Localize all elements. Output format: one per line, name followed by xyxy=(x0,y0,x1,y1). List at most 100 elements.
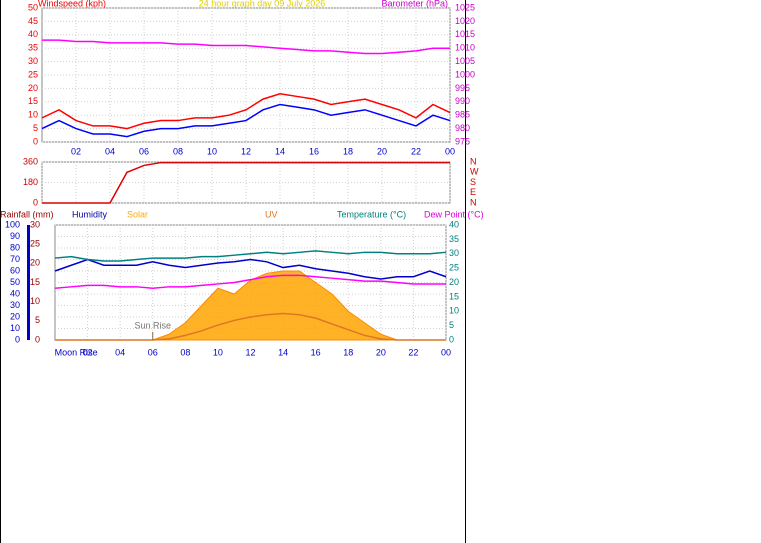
y-tick-label: 30 xyxy=(10,300,20,310)
series-label: Temperature (°C) xyxy=(337,209,406,219)
y2-tick-label: 20 xyxy=(449,277,459,287)
series-line xyxy=(54,250,447,262)
y3-tick-label: 20 xyxy=(30,258,40,268)
y2-tick-label: 1010 xyxy=(455,43,475,53)
y2-tick-label: 0 xyxy=(449,334,454,344)
y2-tick-label: 5 xyxy=(449,320,454,330)
series-line xyxy=(41,92,451,130)
y-tick-label: 20 xyxy=(28,83,38,93)
series-label: Rainfall (mm) xyxy=(0,209,54,219)
y3-tick-label: 0 xyxy=(35,334,40,344)
series-label: Dew Point (°C) xyxy=(424,209,484,219)
y-tick-label: 50 xyxy=(10,277,20,287)
x-tick-label: 10 xyxy=(207,146,217,156)
series-line xyxy=(42,39,450,55)
y-tick-label: 50 xyxy=(28,2,38,12)
annotation: Sun Rise xyxy=(134,320,171,330)
y2-tick-label: 1000 xyxy=(455,69,475,79)
y-tick-label: 10 xyxy=(28,110,38,120)
x-tick-label: 06 xyxy=(148,347,158,357)
series-line xyxy=(41,103,451,138)
x-tick-label: 20 xyxy=(377,146,387,156)
x-tick-label: 08 xyxy=(173,146,183,156)
y3-tick-label: 10 xyxy=(30,296,40,306)
y3-tick-label: 5 xyxy=(35,315,40,325)
y-tick-label: 360 xyxy=(23,156,38,166)
y2-tick-label: 995 xyxy=(455,83,470,93)
series-label: Solar xyxy=(127,209,148,219)
y-tick-label: 25 xyxy=(28,69,38,79)
x-tick-label: 02 xyxy=(71,146,81,156)
y2-axis-label: Barometer (hPa) xyxy=(381,0,448,8)
y2-tick-label: 35 xyxy=(449,234,459,244)
y-tick-label: 70 xyxy=(10,254,20,264)
x-tick-label: 04 xyxy=(115,347,125,357)
y2-tick-label: 985 xyxy=(455,110,470,120)
x-tick-label: 18 xyxy=(343,146,353,156)
y2-tick-label: S xyxy=(470,177,476,187)
y-tick-label: 30 xyxy=(28,56,38,66)
x-tick-label: 02 xyxy=(83,347,93,357)
x-tick-label: 00 xyxy=(445,146,455,156)
series-label: Humidity xyxy=(72,209,108,219)
x-tick-label: 14 xyxy=(275,146,285,156)
x-tick-label: 22 xyxy=(408,347,418,357)
y-tick-label: 10 xyxy=(10,323,20,333)
y-tick-label: 15 xyxy=(28,96,38,106)
y-tick-label: 40 xyxy=(28,29,38,39)
y2-tick-label: 990 xyxy=(455,96,470,106)
x-tick-label: 12 xyxy=(245,347,255,357)
x-tick-label: 22 xyxy=(411,146,421,156)
x-tick-label: 10 xyxy=(213,347,223,357)
y-axis-label: Windspeed (kph) xyxy=(38,0,106,8)
y2-tick-label: W xyxy=(470,167,479,177)
y3-tick-label: 30 xyxy=(30,219,40,229)
series-line xyxy=(55,312,446,341)
y2-tick-label: 1005 xyxy=(455,56,475,66)
y-tick-label: 0 xyxy=(33,197,38,207)
y-tick-label: 40 xyxy=(10,288,20,298)
y2-tick-label: 40 xyxy=(449,219,459,229)
y2-tick-label: 980 xyxy=(455,123,470,133)
y2-tick-label: 975 xyxy=(455,136,470,146)
x-tick-label: 08 xyxy=(180,347,190,357)
y2-tick-label: 1025 xyxy=(455,2,475,12)
y2-tick-label: 30 xyxy=(449,248,459,258)
y2-tick-label: 15 xyxy=(449,291,459,301)
y-tick-label: 100 xyxy=(5,219,20,229)
y2-tick-label: 1015 xyxy=(455,29,475,39)
y3-tick-label: 25 xyxy=(30,239,40,249)
series-label: UV xyxy=(265,209,278,219)
x-tick-label: 14 xyxy=(278,347,288,357)
y2-tick-label: 25 xyxy=(449,263,459,273)
x-tick-label: 18 xyxy=(343,347,353,357)
annotation: Moon Rise xyxy=(55,347,98,357)
x-tick-label: 06 xyxy=(139,146,149,156)
humidity-axis-bar xyxy=(27,225,30,340)
x-tick-label: 16 xyxy=(311,347,321,357)
y-tick-label: 60 xyxy=(10,265,20,275)
y-tick-label: 90 xyxy=(10,231,20,241)
x-tick-label: 04 xyxy=(105,146,115,156)
y2-tick-label: N xyxy=(470,156,477,166)
y-tick-label: 180 xyxy=(23,177,38,187)
y-tick-label: 35 xyxy=(28,43,38,53)
x-tick-label: 00 xyxy=(441,347,451,357)
y2-tick-label: E xyxy=(470,187,476,197)
y-tick-label: 45 xyxy=(28,16,38,26)
y-tick-label: 20 xyxy=(10,311,20,321)
series-line xyxy=(54,258,447,280)
x-tick-label: 20 xyxy=(376,347,386,357)
y2-tick-label: 10 xyxy=(449,306,459,316)
x-tick-label: 16 xyxy=(309,146,319,156)
y-tick-label: 5 xyxy=(33,123,38,133)
y-tick-label: 0 xyxy=(33,136,38,146)
y3-tick-label: 15 xyxy=(30,277,40,287)
y2-tick-label: N xyxy=(470,197,477,207)
y-tick-label: 0 xyxy=(15,334,20,344)
x-tick-label: 12 xyxy=(241,146,251,156)
series-line xyxy=(54,274,446,290)
y2-tick-label: 1020 xyxy=(455,16,475,26)
